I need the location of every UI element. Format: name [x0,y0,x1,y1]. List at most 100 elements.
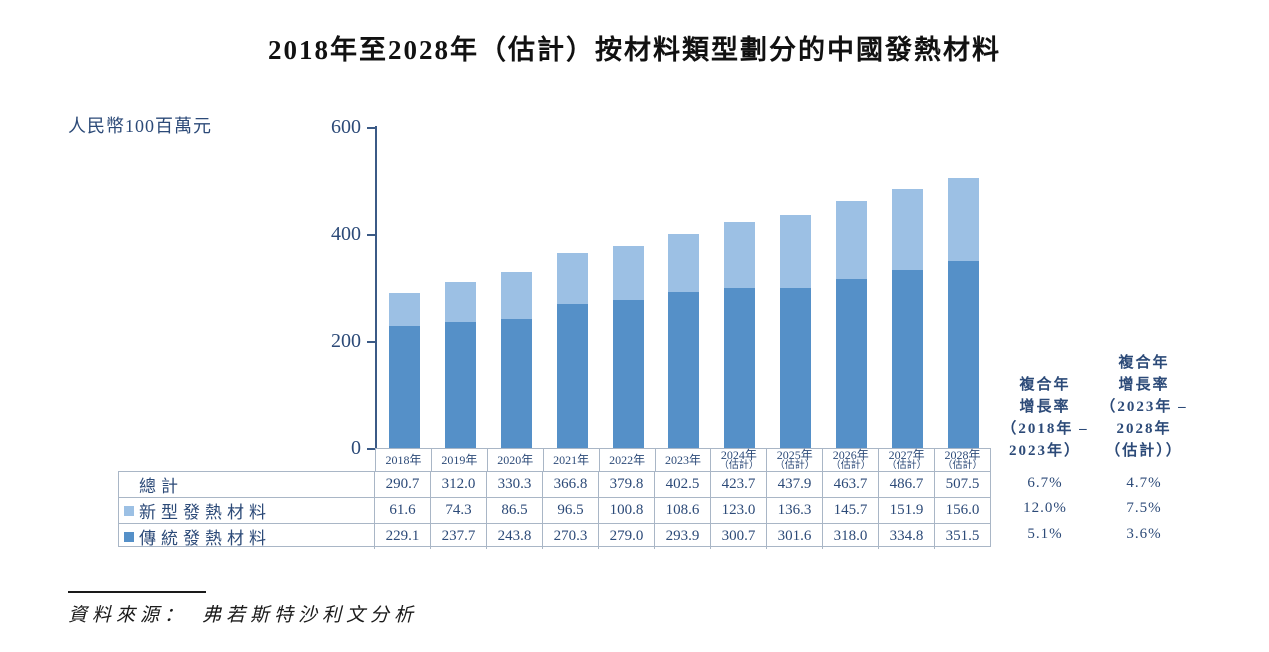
value-cell: 156.0 [945,502,980,518]
x-axis-year-label: 2020年 [488,449,544,471]
stacked-bar [891,188,923,449]
bar-segment-traditional-material [612,299,644,449]
cagr-value-2018-2023: 6.7% [1027,475,1063,492]
bar-column [600,245,656,449]
stacked-bar [389,293,421,449]
cagr-header-line: 增長率 [1019,399,1071,415]
x-axis-year-label: 2025年 （估計） [767,449,824,471]
value-cell: 243.8 [487,524,543,549]
value-cell: 318.0 [823,524,879,549]
bar-segment-new-material [947,177,979,261]
source-line: 資料來源： 弗若斯特沙利文分析 [68,600,418,627]
cagr-value-2023-2028: 7.5% [1126,500,1162,517]
x-axis-year-label: 2028年 （估計） [935,449,990,471]
year-estimate-suffix: （估計） [886,459,927,471]
cagr-header-2023-2028: 複合年 增長率 （2023年 – 2028年 （估計）） [1088,352,1200,462]
cagr-values-2018-2023: 6.7% 12.0% 5.1% [992,471,1098,547]
x-axis-year-label: 2018年 [376,449,432,471]
value-cell: 366.8 [543,472,599,497]
bar-column [489,272,545,449]
y-axis-tick [367,341,375,343]
value-cell: 151.9 [879,498,935,523]
year-estimate-suffix: （估計） [718,459,759,471]
stacked-bar [724,222,756,449]
stacked-bar [947,177,979,449]
value-cell: 237.7 [431,524,487,549]
cagr-header-line: （估計）） [1105,443,1183,459]
row-label: 新型發熱材料 [139,503,271,522]
bar-segment-traditional-material [724,288,756,449]
year-estimate-suffix: （估計） [830,459,871,471]
value-cell: 463.7 [823,472,879,497]
table-row: 新型發熱材料 61.6 74.3 86.5 96.5 100.8 108.6 123.0 136… [119,498,990,524]
bar-segment-new-material [724,222,756,289]
value-cell: 108.6 [655,498,711,523]
x-axis-year-label: 2021年 [544,449,600,471]
cagr-value-2018-2023: 5.1% [1027,525,1063,542]
value-cell: 270.3 [543,524,599,549]
value-cell: 96.5 [543,498,599,523]
legend-swatch-icon [124,505,134,516]
cagr-header-line: （2018年 – [1001,421,1089,437]
bar-segment-new-material [501,272,533,319]
y-axis-tick-label: 0 [351,437,361,459]
bar-column [879,188,935,449]
stacked-bar-chart: 0 200 400 600 [331,116,991,459]
value-cell: 61.6 [375,498,431,523]
bar-segment-new-material [556,252,588,305]
cagr-value-2018-2023: 12.0% [1023,500,1067,517]
stacked-bar [501,272,533,449]
value-cell: 437.9 [767,472,823,497]
value-cell: 301.6 [767,524,823,549]
x-axis-year-label: 2023年 [656,449,712,471]
bar-segment-new-material [780,214,812,288]
bar-column [935,177,991,449]
value-cell: 300.7 [711,524,767,549]
year-text: 2026年 [832,447,869,462]
value-cell: 379.8 [599,472,655,497]
bar-segment-traditional-material [668,291,700,449]
x-axis-year-label: 2026年 （估計） [823,447,880,471]
cagr-header-line: 複合年 [1019,377,1071,393]
row-label-cell: 新型發熱材料 [119,498,375,523]
value-cell: 330.3 [487,472,543,497]
y-axis-tick [367,448,375,450]
bar-column [712,222,768,449]
stacked-bar [612,245,644,449]
year-text: 2019年 [441,452,478,467]
row-label: 總計 [139,477,183,496]
cagr-header-line: 2023年） [1008,443,1081,459]
stacked-bar [556,252,588,449]
bar-segment-traditional-material [389,326,421,449]
x-axis-year-label: 2022年 [600,449,656,471]
cagr-header-2018-2023: 複合年增長率 （2018年 – 2023年） [992,374,1098,462]
bar-column [544,252,600,449]
value-cell: 145.7 [823,498,879,523]
cagr-header-line: （2023年 – [1100,399,1188,415]
cagr-header-line: 2028年 [1116,421,1172,437]
x-axis-year-label: 2019年 [432,449,488,471]
year-text: 2028年 [944,447,981,462]
value-cell: 136.3 [767,498,823,523]
y-axis-tick [367,127,375,129]
bar-segment-new-material [891,188,923,270]
year-text: 2022年 [609,452,646,467]
value-cell: 279.0 [599,524,655,549]
stacked-bar [835,200,867,449]
y-axis-tick-label: 600 [331,116,361,138]
year-text: 2018年 [385,452,422,467]
cagr-value-2023-2028: 4.7% [1126,475,1162,492]
year-text: 2023年 [664,452,701,467]
value-cell: 334.8 [879,524,935,549]
x-axis-year-label: 2027年 （估計） [879,449,936,471]
cagr-header-line: 增長率 [1118,377,1170,393]
y-axis-unit-label: 人民幣100百萬元 [68,116,212,136]
bar-segment-traditional-material [501,318,533,449]
bar-segment-new-material [612,245,644,300]
value-cell: 86.5 [487,498,543,523]
x-axis-year-header-row: 2018年 2019年 2020年 2021年 2022年 2023年 2024年 （估計） 2… [375,448,991,472]
bar-column [824,200,880,449]
value-cell: 402.5 [655,472,711,497]
stacked-bar [445,282,477,449]
